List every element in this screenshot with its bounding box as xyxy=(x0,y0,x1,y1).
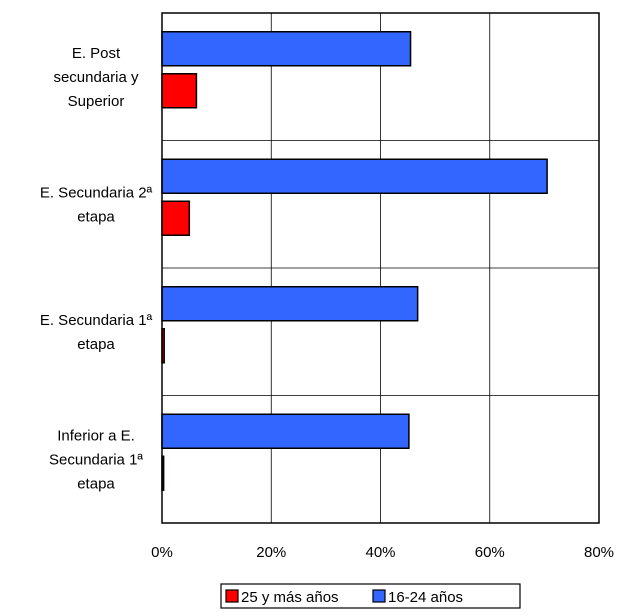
category-label-line: etapa xyxy=(77,475,115,492)
category-label-line: E. Secundaria 2ª xyxy=(40,184,153,201)
x-tick-label-80: 80% xyxy=(584,544,614,561)
x-tick-label-40: 40% xyxy=(365,544,395,561)
bar-age-16-24-0 xyxy=(161,31,412,67)
bars xyxy=(161,31,548,491)
bar-age-25-plus-1 xyxy=(161,200,191,236)
legend-label-1: 16-24 años xyxy=(388,589,463,606)
category-label-line: etapa xyxy=(77,336,115,353)
category-label-line: etapa xyxy=(77,208,115,225)
legend-box xyxy=(220,583,521,609)
category-labels: E. Post secundaria y Superior E. Secundaria… xyxy=(40,45,153,493)
plot-area-frame xyxy=(161,12,600,524)
category-label-line: secundaria y xyxy=(53,69,139,86)
legend: 25 y más años 16-24 años xyxy=(220,583,521,609)
x-tick-label-60: 60% xyxy=(475,544,505,561)
category-label-line: E. Secundaria 1ª xyxy=(40,312,153,329)
bar-age-25-plus-0 xyxy=(161,73,198,109)
x-tick-labels: 0% 20% 40% 60% 80% xyxy=(151,544,614,561)
bar-age-16-24-2 xyxy=(161,286,419,322)
legend-swatch-1 xyxy=(372,589,386,603)
x-tick-label-20: 20% xyxy=(256,544,286,561)
category-label-line: Inferior a E. xyxy=(57,427,135,444)
category-label-line: Secundaria 1ª xyxy=(49,451,143,468)
legend-swatch-0 xyxy=(225,589,239,603)
bar-age-16-24-3 xyxy=(161,413,410,449)
category-label-line: E. Post xyxy=(72,45,121,62)
bar-age-16-24-1 xyxy=(161,158,548,194)
x-tick-label-0: 0% xyxy=(151,544,173,561)
legend-label-0: 25 y más años xyxy=(241,589,339,606)
category-label-line: Superior xyxy=(68,93,125,110)
